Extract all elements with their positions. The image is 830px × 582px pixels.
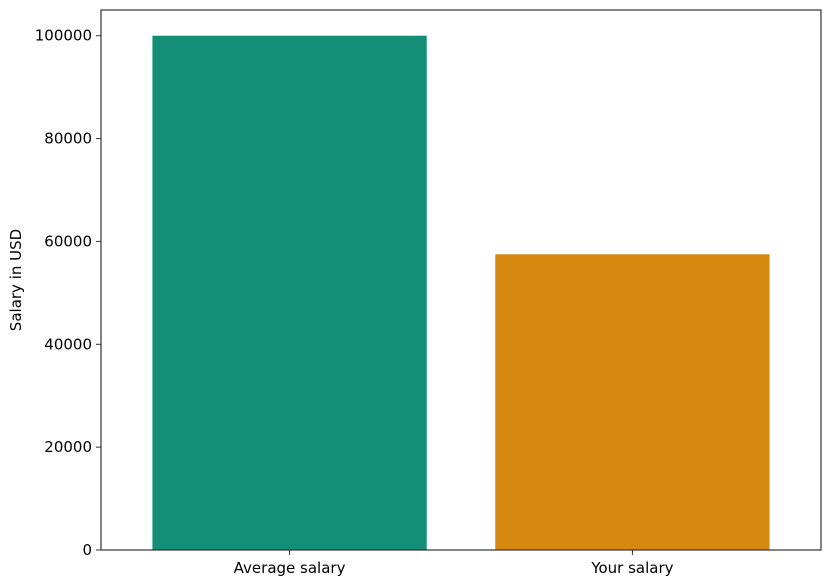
x-tick-label: Your salary <box>590 559 673 577</box>
y-tick-label: 40000 <box>44 335 92 353</box>
y-tick-label: 80000 <box>44 130 92 148</box>
bar-your-salary <box>495 254 770 551</box>
y-tick-label: 100000 <box>35 27 92 45</box>
y-tick-label: 20000 <box>44 438 92 456</box>
y-tick-label: 0 <box>82 541 92 559</box>
y-tick-label: 60000 <box>44 232 92 250</box>
x-tick-label: Average salary <box>234 559 346 577</box>
x-axis-ticks: Average salary Your salary <box>234 550 674 577</box>
bar-average-salary <box>152 35 427 550</box>
bars-layer <box>152 35 770 551</box>
y-axis-ticks: 0 20000 40000 60000 80000 100000 <box>35 27 101 559</box>
y-axis-label: Salary in USD <box>7 229 25 331</box>
plot-frame <box>100 9 822 551</box>
